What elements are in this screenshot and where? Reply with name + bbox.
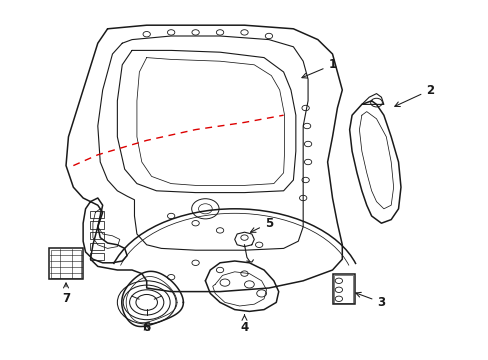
Text: 4: 4 — [240, 315, 248, 334]
Text: 1: 1 — [301, 58, 336, 78]
Text: 5: 5 — [250, 217, 272, 232]
Bar — [51, 250, 81, 278]
Text: 2: 2 — [394, 84, 433, 107]
Bar — [90, 211, 104, 218]
Bar — [90, 221, 104, 229]
Bar — [90, 243, 104, 250]
Text: 3: 3 — [355, 292, 385, 309]
Bar — [332, 274, 354, 304]
Text: 6: 6 — [142, 321, 150, 334]
Bar — [90, 232, 104, 239]
Bar — [90, 253, 104, 260]
Bar — [49, 248, 83, 279]
Text: 7: 7 — [62, 283, 70, 305]
Bar — [334, 275, 352, 303]
